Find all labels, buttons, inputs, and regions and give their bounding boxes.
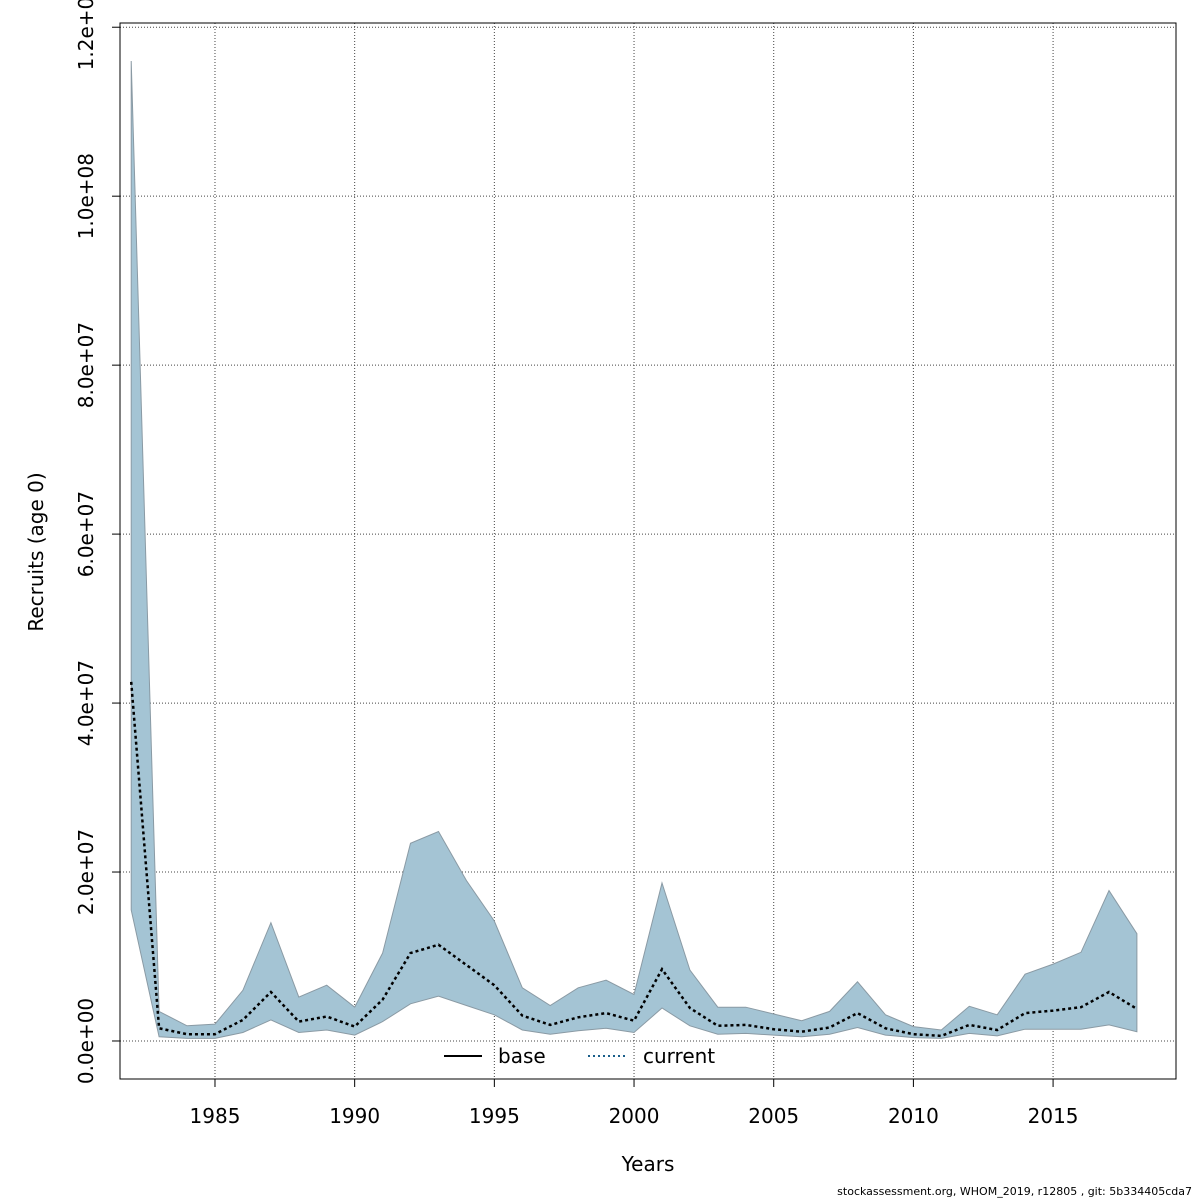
y-tick-label: 0.0e+00 xyxy=(74,998,98,1084)
legend: base current xyxy=(444,1044,715,1068)
plot-frame xyxy=(119,22,1177,1080)
y-tick-label: 8.0e+07 xyxy=(74,322,98,408)
x-tick-label: 1985 xyxy=(190,1104,241,1128)
legend-label-base: base xyxy=(498,1044,546,1068)
x-axis-title: Years xyxy=(621,1152,675,1176)
y-axis-title: Recruits (age 0) xyxy=(24,472,48,631)
y-tick-label: 6.0e+07 xyxy=(74,491,98,577)
x-tick-label: 2000 xyxy=(609,1104,660,1128)
y-axis: 0.0e+00 2.0e+07 4.0e+07 6.0e+07 8.0e+07 1.0e+… xyxy=(74,0,120,1084)
confidence-band xyxy=(130,60,1138,1039)
x-tick-label: 1995 xyxy=(469,1104,520,1128)
x-tick-label: 2005 xyxy=(748,1104,799,1128)
x-tick-label: 2010 xyxy=(888,1104,939,1128)
footer-credit: stockassessment.org, WHOM_2019, r12805 ,… xyxy=(837,1185,1192,1198)
x-axis: 1985 1990 1995 2000 2005 2010 2015 xyxy=(190,1079,1079,1128)
legend-label-current: current xyxy=(643,1044,715,1068)
grid-lines xyxy=(120,23,1176,1079)
y-tick-label: 1.0e+08 xyxy=(74,153,98,239)
y-tick-label: 1.2e+08 xyxy=(74,0,98,70)
x-tick-label: 1990 xyxy=(329,1104,380,1128)
x-tick-label: 2015 xyxy=(1028,1104,1079,1128)
y-tick-label: 4.0e+07 xyxy=(74,660,98,746)
y-tick-label: 2.0e+07 xyxy=(74,829,98,915)
